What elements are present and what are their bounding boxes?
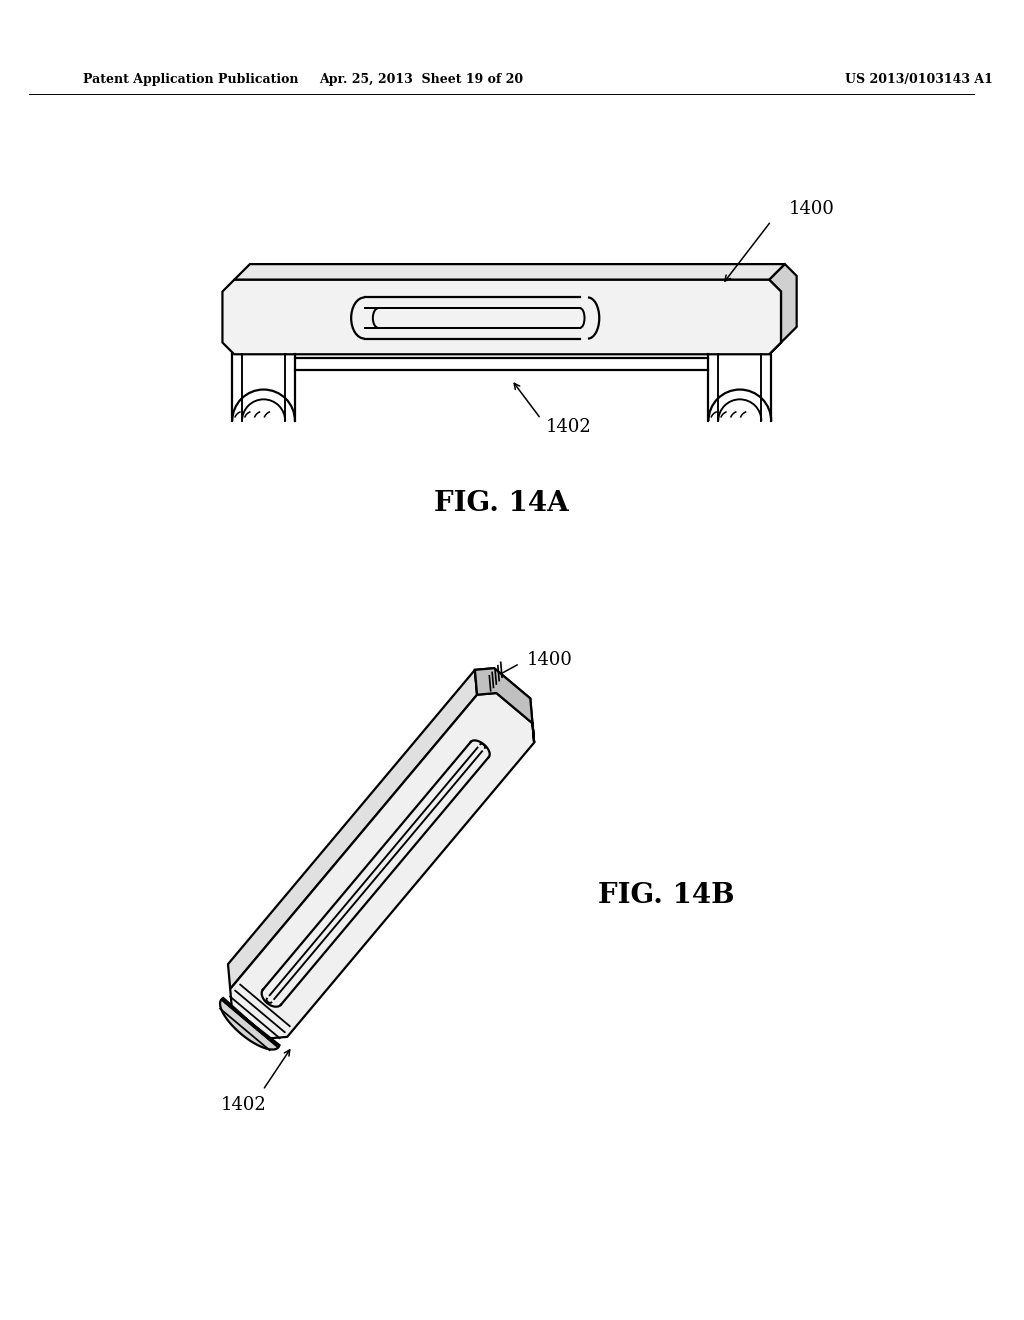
Text: Apr. 25, 2013  Sheet 19 of 20: Apr. 25, 2013 Sheet 19 of 20 xyxy=(319,74,523,86)
Polygon shape xyxy=(222,280,781,354)
Polygon shape xyxy=(234,264,785,280)
Text: 1402: 1402 xyxy=(220,1096,266,1114)
Polygon shape xyxy=(228,669,477,989)
Polygon shape xyxy=(769,264,797,354)
Text: 1400: 1400 xyxy=(788,201,835,218)
Polygon shape xyxy=(220,998,280,1049)
Text: 1402: 1402 xyxy=(546,418,592,436)
Text: 1400: 1400 xyxy=(526,651,572,669)
Polygon shape xyxy=(475,668,535,743)
Text: FIG. 14B: FIG. 14B xyxy=(598,882,734,908)
Text: US 2013/0103143 A1: US 2013/0103143 A1 xyxy=(845,74,992,86)
Text: Patent Application Publication: Patent Application Publication xyxy=(83,74,299,86)
Text: FIG. 14A: FIG. 14A xyxy=(434,490,569,516)
Polygon shape xyxy=(475,668,535,743)
Polygon shape xyxy=(230,693,535,1039)
